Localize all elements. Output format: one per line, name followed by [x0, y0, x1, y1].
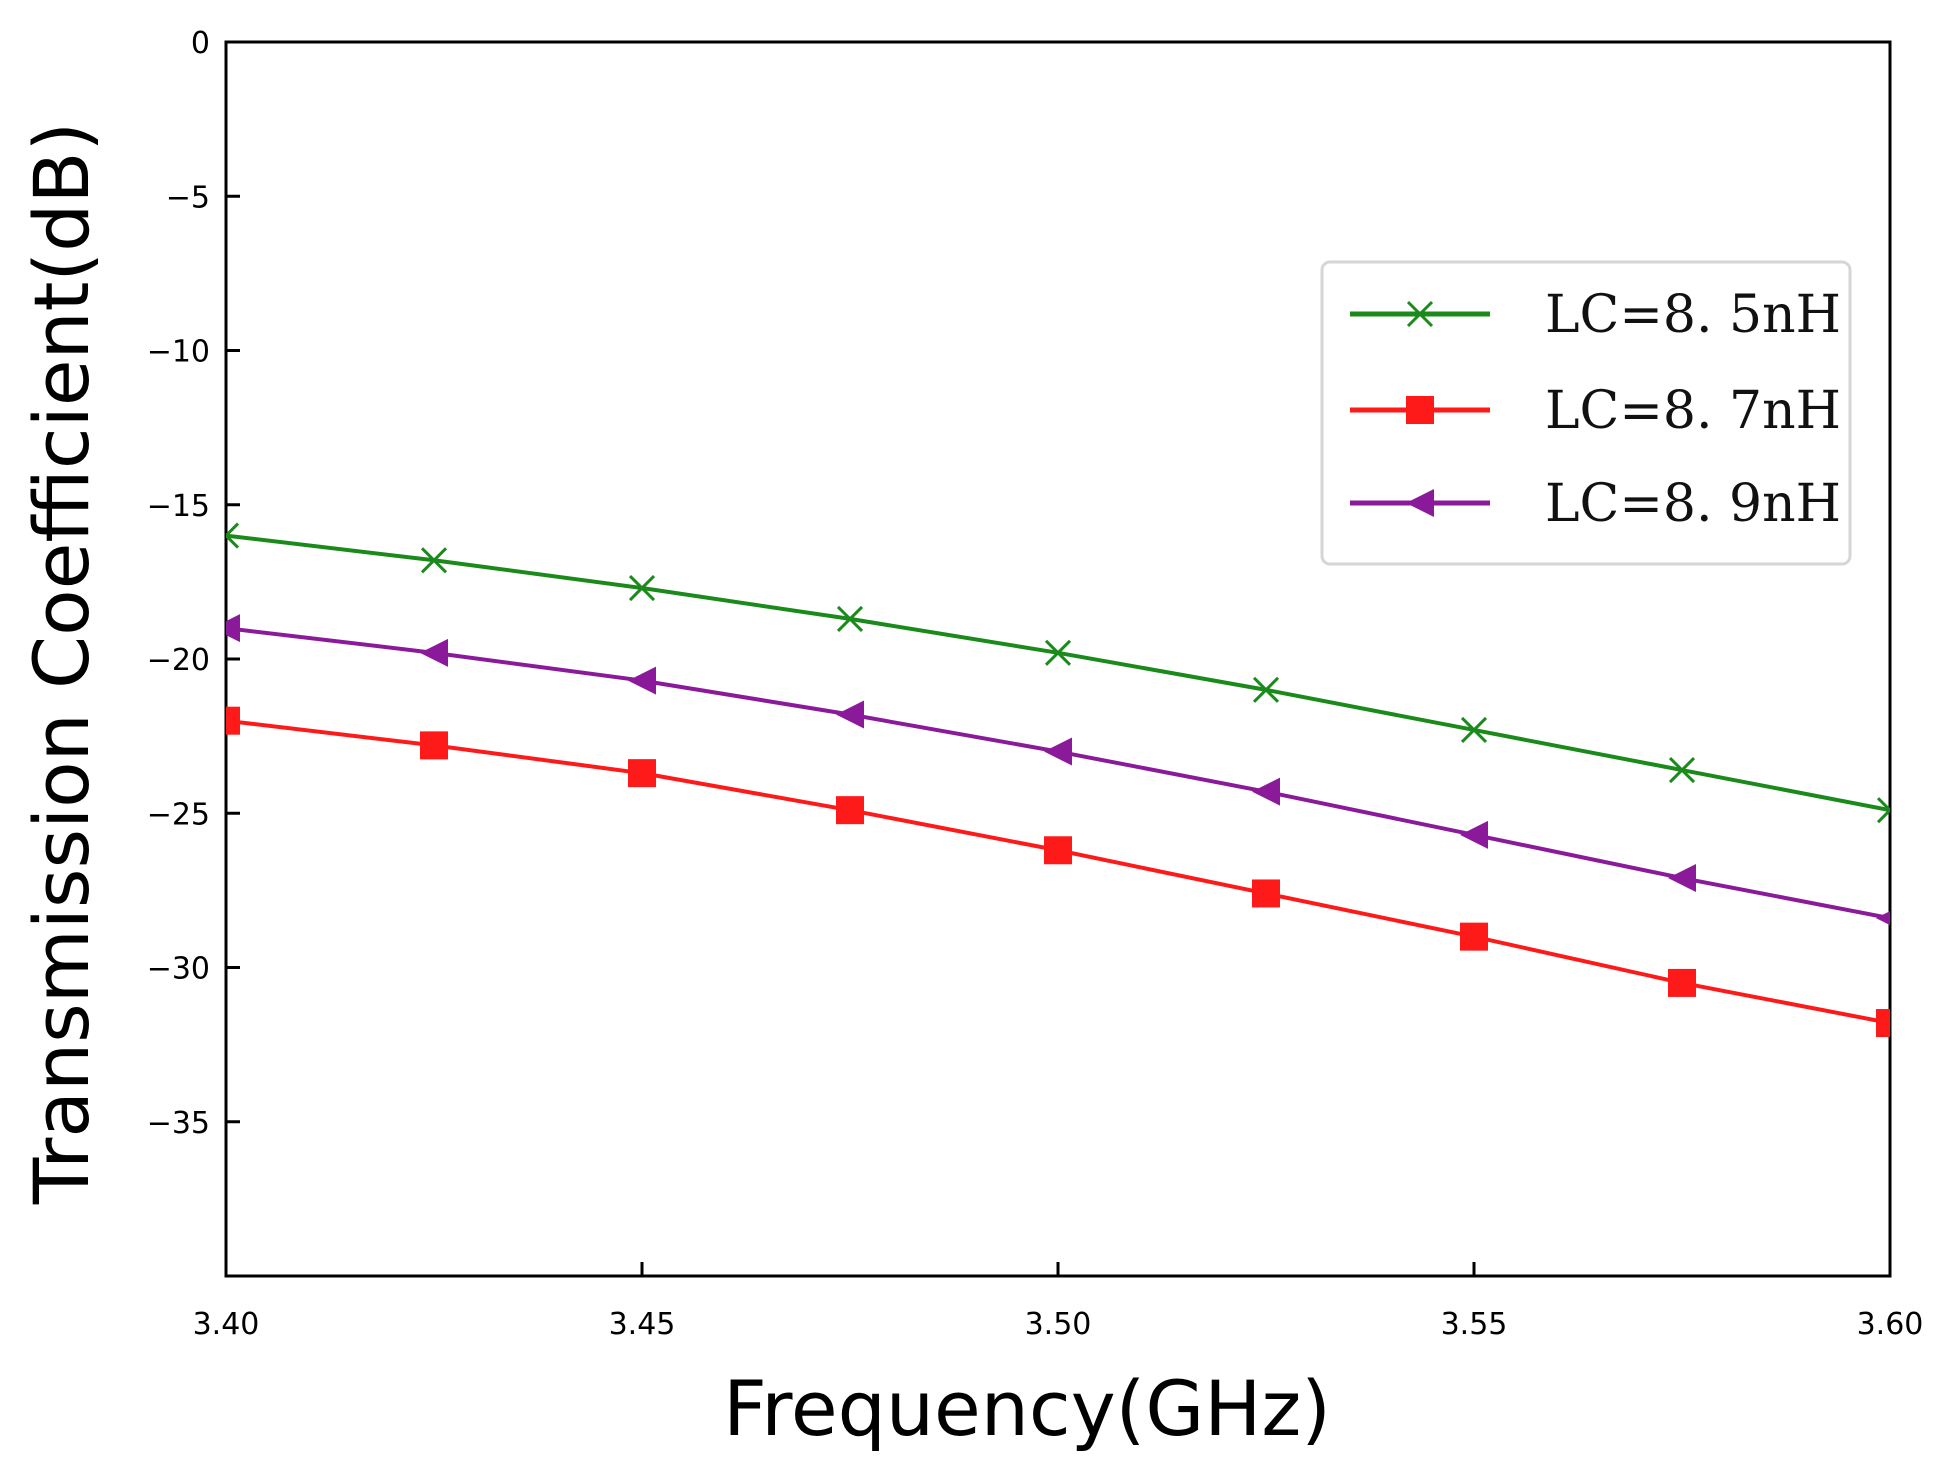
legend-label: LC=8. 7nH [1545, 381, 1841, 441]
y-tick-label: −15 [147, 489, 210, 524]
data-point-triangle-marker [1406, 489, 1434, 517]
x-axis-title: Frequency(GHz) [723, 1364, 1331, 1453]
data-point-triangle-marker [1252, 777, 1280, 806]
y-tick-label: −35 [147, 1106, 210, 1141]
y-axis-title: Transmission Coefficient(dB) [17, 122, 106, 1205]
x-tick-label: 3.45 [609, 1307, 676, 1342]
legend-entry: LC=8. 7nH [1350, 381, 1841, 441]
legend-label: LC=8. 9nH [1545, 474, 1841, 534]
data-point-triangle-marker [1460, 820, 1488, 849]
y-tick-label: −10 [147, 335, 210, 370]
marker-stroke [420, 547, 448, 574]
series-1 [226, 522, 1890, 824]
marker-stroke [836, 605, 864, 632]
data-point-square-marker [1668, 968, 1696, 997]
data-point-x-marker [628, 574, 656, 602]
marker-stroke [1406, 300, 1434, 328]
data-point-x-marker [1252, 676, 1280, 703]
series-layer [226, 522, 1890, 1038]
marker-stroke [1044, 639, 1072, 666]
marker-stroke [1460, 716, 1488, 744]
legend-entry: LC=8. 5nH [1350, 285, 1841, 345]
data-point-x-marker [226, 522, 240, 549]
marker-stroke [226, 522, 240, 538]
marker-stroke [1668, 756, 1696, 784]
y-tick-label: −5 [166, 180, 210, 215]
marker-stroke [628, 574, 656, 602]
data-point-square-marker [420, 731, 448, 760]
series-2 [226, 706, 1890, 1038]
data-point-triangle-marker [1876, 911, 1890, 926]
data-point-x-marker [836, 605, 864, 632]
y-tick-label: −20 [147, 643, 210, 678]
x-tick-label: 3.50 [1025, 1307, 1092, 1342]
y-tick-label: −25 [147, 797, 210, 832]
legend-label: LC=8. 5nH [1545, 285, 1841, 345]
x-tick-label: 3.55 [1441, 1307, 1508, 1342]
marker-stroke [226, 533, 240, 549]
data-point-x-marker [1460, 716, 1488, 744]
data-point-x-marker [1406, 300, 1434, 328]
data-point-triangle-marker [628, 666, 656, 695]
data-point-square-marker [628, 759, 656, 788]
marker-stroke [1876, 808, 1890, 824]
data-point-x-marker [1668, 756, 1696, 784]
data-point-square-marker [226, 706, 240, 735]
data-point-triangle-marker [226, 614, 240, 643]
data-point-square-marker [1460, 922, 1488, 951]
marker-stroke [1252, 676, 1280, 703]
data-point-square-marker [1044, 836, 1072, 865]
y-tick-label: 0 [191, 26, 210, 61]
data-point-triangle-marker [836, 700, 864, 729]
data-point-triangle-marker [1668, 864, 1696, 893]
y-tick-label: −30 [147, 952, 210, 987]
legend: LC=8. 5nH LC=8. 7nH LC=8. 9nH [1320, 260, 1852, 566]
x-tick-label: 3.60 [1857, 1307, 1924, 1342]
data-point-square-marker [1876, 1009, 1890, 1038]
marker-stroke [1876, 797, 1890, 813]
x-ticks: 3.40 3.45 3.50 3.55 3.60 [193, 1262, 1924, 1342]
y-ticks: 0 −5 −10 −15 −20 −25 −30 −35 [147, 26, 240, 1141]
data-point-triangle-marker [1044, 737, 1072, 766]
plot-area [224, 40, 1892, 1278]
data-point-triangle-marker [420, 638, 448, 667]
data-point-x-marker [420, 547, 448, 574]
data-point-square-marker [836, 796, 864, 825]
data-point-x-marker [1876, 797, 1890, 824]
legend-entry: LC=8. 9nH [1350, 474, 1841, 534]
data-point-x-marker [1044, 639, 1072, 666]
series-3 [226, 614, 1890, 926]
x-tick-label: 3.40 [193, 1307, 260, 1342]
data-point-square-marker [1252, 879, 1280, 908]
data-point-square-marker [1406, 396, 1434, 424]
legend-box [1320, 260, 1852, 566]
